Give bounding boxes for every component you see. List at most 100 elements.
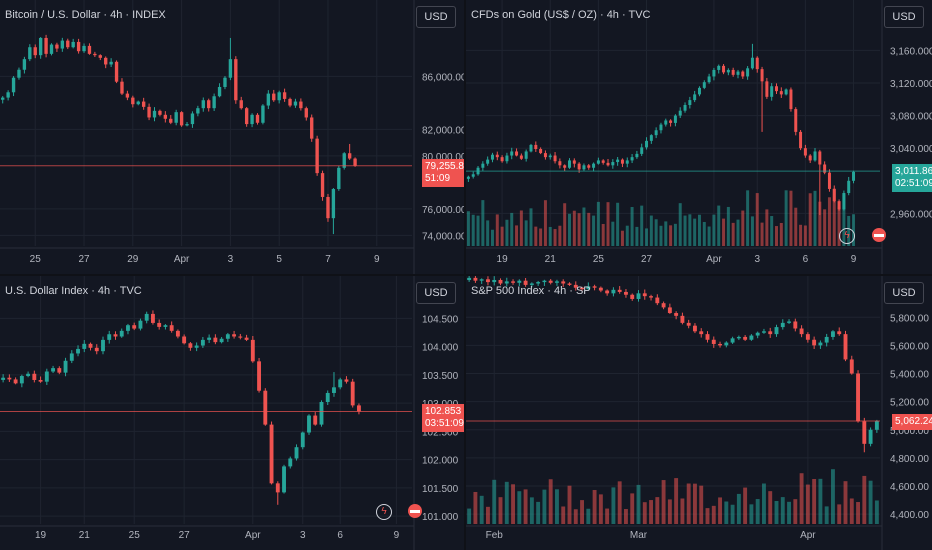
- sp500-candlestick-chart[interactable]: 4,400.00 4,600.00 4,800.00 5,000.00 5,200.00…: [466, 276, 932, 550]
- candle-body: [157, 322, 162, 327]
- y-tick-label: 4,600.00: [890, 482, 929, 493]
- volume-bar: [495, 214, 499, 246]
- volume-bar: [611, 221, 615, 246]
- lightning-icon[interactable]: ϟ: [376, 504, 392, 520]
- candle-body: [803, 148, 807, 156]
- chart-panel-dollar-index[interactable]: 101.000101.500102.000102.500103.000103.5…: [0, 276, 464, 550]
- candle-body: [868, 429, 873, 444]
- candle-body: [109, 61, 113, 65]
- candle-body: [558, 161, 562, 166]
- volume-bar: [803, 225, 807, 246]
- candle-body: [131, 97, 135, 105]
- volume-bar: [649, 215, 653, 246]
- volume-bar: [605, 508, 610, 524]
- lightning-icon[interactable]: ϟ: [839, 228, 855, 244]
- candle-body: [66, 40, 70, 48]
- candle-body: [228, 59, 233, 78]
- y-tick-label: 101.000: [422, 512, 459, 523]
- candle-body: [596, 160, 600, 164]
- volume-bar: [606, 202, 610, 246]
- candle-body: [44, 371, 49, 382]
- candle-body: [144, 313, 149, 321]
- chart-panel-gold[interactable]: 2,960.000 3,040.000 3,080.000 3,120.000 3,16…: [466, 0, 932, 274]
- candle-body: [63, 360, 68, 373]
- volume-bar: [707, 226, 711, 246]
- candle-body: [207, 100, 211, 109]
- volume-bar: [572, 210, 576, 246]
- candle-body: [299, 101, 303, 109]
- candle-body: [277, 92, 281, 101]
- volume-bar: [655, 497, 660, 524]
- candle-body: [770, 86, 774, 97]
- flag-icon[interactable]: ▬: [408, 504, 422, 518]
- flag-icon[interactable]: ▬: [872, 228, 886, 242]
- candle-body: [702, 82, 706, 88]
- chart-title: S&P 500 Index · 4h · SP: [471, 285, 591, 297]
- chart-panel-sp500[interactable]: 4,400.00 4,600.00 4,800.00 5,000.00 5,200.00…: [466, 276, 932, 550]
- candle-body: [649, 135, 653, 141]
- currency-button[interactable]: USD: [416, 6, 456, 28]
- candle-body: [749, 335, 754, 340]
- volume-bar: [683, 215, 687, 246]
- countdown-label: 51:09: [425, 172, 451, 184]
- candle-body: [793, 321, 798, 329]
- candle-body: [486, 279, 490, 283]
- bitcoin-candlestick-chart[interactable]: 74,000.00 76,000.00 80,000.00 82,000.00 86,0…: [0, 0, 464, 274]
- candle-body: [44, 37, 48, 54]
- x-tick-label: 6: [337, 530, 343, 541]
- candle-body: [163, 114, 168, 119]
- volume-bar: [832, 188, 836, 246]
- candle-body: [730, 338, 735, 343]
- y-tick-label: 5,400.00: [890, 370, 929, 381]
- volume-bar: [750, 216, 754, 246]
- candle-body: [257, 361, 261, 391]
- candle-body: [774, 327, 779, 335]
- volume-bar: [616, 202, 620, 246]
- candle-body: [479, 279, 484, 281]
- gold-candlestick-chart[interactable]: 2,960.000 3,040.000 3,080.000 3,120.000 3,16…: [466, 0, 932, 274]
- volume-bar: [843, 481, 848, 524]
- candle-body: [543, 153, 547, 158]
- candle-body: [175, 330, 180, 337]
- volume-bar: [601, 223, 605, 246]
- candle-body: [250, 339, 255, 362]
- candle-body: [22, 59, 27, 70]
- x-tick-label: Apr: [706, 254, 722, 265]
- countdown-label: 03:51:09: [425, 418, 464, 430]
- candle-body: [315, 138, 319, 174]
- candle-body: [263, 390, 268, 425]
- candle-body: [673, 115, 677, 123]
- candle-body: [201, 100, 205, 109]
- candle-body: [655, 297, 660, 304]
- currency-button[interactable]: USD: [884, 282, 924, 304]
- volume-bar: [498, 497, 503, 524]
- candle-body: [849, 359, 854, 374]
- chart-panel-bitcoin[interactable]: 74,000.00 76,000.00 80,000.00 82,000.00 86,0…: [0, 0, 464, 274]
- candle-body: [466, 176, 470, 179]
- volume-bar: [511, 484, 515, 524]
- candle-body: [38, 379, 43, 382]
- candle-body: [104, 57, 108, 65]
- volume-bar: [476, 215, 480, 246]
- volume-bar: [486, 220, 490, 246]
- dxy-candlestick-chart[interactable]: 101.000101.500102.000102.500103.000103.5…: [0, 276, 464, 550]
- volume-bar: [510, 212, 514, 246]
- candle-body: [617, 289, 622, 292]
- candle-body: [847, 180, 851, 194]
- currency-button[interactable]: USD: [884, 6, 924, 28]
- candle-body: [288, 98, 292, 106]
- candle-body: [38, 37, 43, 56]
- volume-bar: [548, 479, 553, 524]
- candle-body: [523, 280, 528, 285]
- candle-body: [635, 153, 639, 158]
- y-tick-label: 80,000.00: [422, 152, 464, 163]
- volume-bar: [548, 226, 552, 246]
- candle-body: [275, 483, 280, 493]
- currency-button[interactable]: USD: [416, 282, 456, 304]
- volume-bar: [678, 203, 682, 246]
- candle-body: [93, 53, 97, 56]
- volume-bar: [837, 504, 842, 524]
- candle-body: [182, 336, 187, 344]
- candle-body: [699, 331, 704, 335]
- candle-body: [529, 283, 534, 285]
